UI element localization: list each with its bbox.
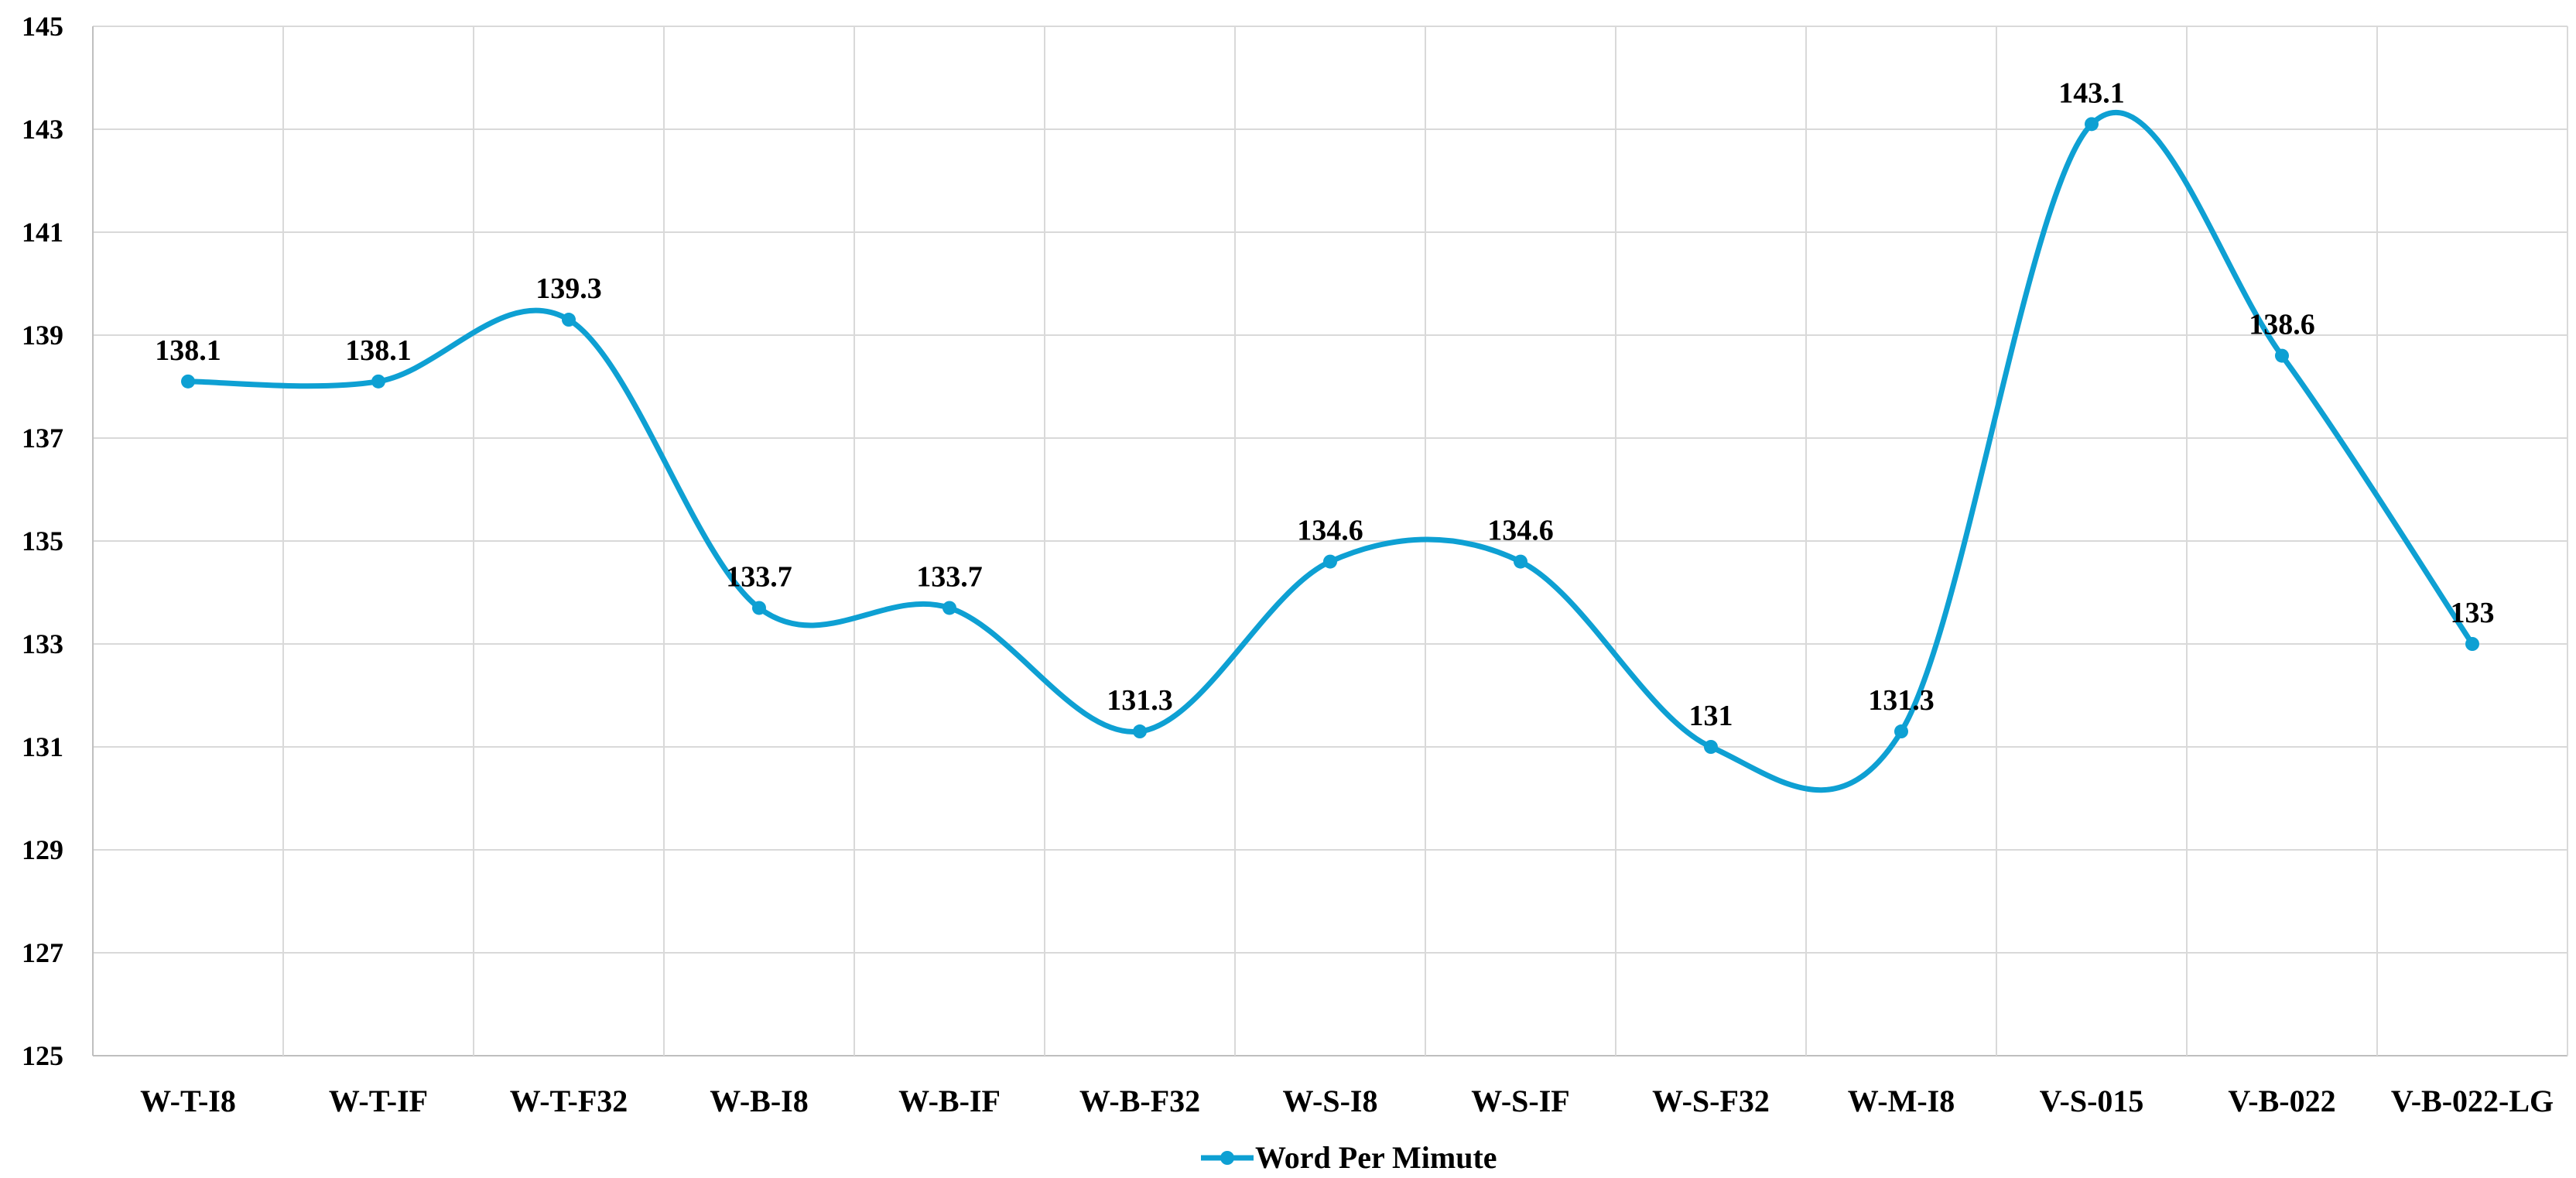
data-label: 134.6: [1487, 515, 1554, 547]
data-label: 143.1: [2058, 77, 2125, 109]
x-tick-label: V-B-022-LG: [2391, 1084, 2554, 1118]
data-point: [1133, 724, 1147, 739]
data-point: [1894, 724, 1908, 739]
y-tick-label: 145: [22, 11, 63, 42]
data-label: 134.6: [1297, 515, 1363, 547]
grid: [92, 26, 2568, 1056]
y-tick-label: 141: [22, 217, 63, 248]
data-label: 138.6: [2249, 309, 2315, 341]
data-point: [1323, 554, 1337, 569]
data-label: 133.7: [726, 560, 792, 593]
x-tick-label: W-T-I8: [140, 1084, 236, 1118]
data-point: [562, 313, 576, 327]
data-label: 138.1: [345, 334, 412, 367]
data-point: [371, 374, 385, 389]
x-tick-label: W-M-I8: [1848, 1084, 1955, 1118]
y-tick-label: 133: [22, 628, 63, 659]
y-tick-label: 127: [22, 937, 63, 968]
x-tick-label: W-T-F32: [510, 1084, 628, 1118]
data-point: [752, 601, 766, 615]
data-label: 131.3: [1107, 684, 1173, 717]
x-tick-label: V-B-022: [2228, 1084, 2335, 1118]
y-tick-label: 129: [22, 834, 63, 865]
x-tick-label: W-B-I8: [710, 1084, 808, 1118]
data-point: [181, 374, 195, 389]
data-label: 131.3: [1868, 684, 1935, 717]
x-axis-ticks: W-T-I8 W-T-IF W-T-F32 W-B-I8 W-B-IF W-B-F32 W-…: [140, 1084, 2554, 1118]
series-layer: 138.1 138.1 139.3 133.7 133.7 131.3 134.6 134.6…: [155, 77, 2495, 793]
x-tick-label: W-B-IF: [898, 1084, 1001, 1118]
series-line: [185, 109, 2475, 793]
data-point: [1704, 740, 1718, 754]
y-tick-label: 131: [22, 731, 63, 762]
legend-label: Word Per Mimute: [1255, 1140, 1497, 1175]
data-point: [942, 601, 956, 615]
data-point: [1514, 554, 1527, 569]
data-label: 133.7: [916, 560, 983, 593]
y-tick-label: 143: [22, 114, 63, 145]
x-tick-label: W-S-IF: [1471, 1084, 1569, 1118]
y-tick-label: 125: [22, 1040, 63, 1071]
x-tick-label: V-S-015: [2040, 1084, 2144, 1118]
y-tick-label: 135: [22, 526, 63, 556]
data-label: 138.1: [155, 334, 221, 367]
data-point: [2275, 348, 2289, 363]
x-tick-label: W-T-IF: [329, 1084, 428, 1118]
data-label: 133: [2451, 597, 2495, 629]
y-tick-label: 139: [22, 320, 63, 351]
data-label: 131: [1689, 700, 1733, 732]
data-point: [2465, 637, 2479, 651]
x-tick-label: W-S-F32: [1652, 1084, 1770, 1118]
y-tick-label: 137: [22, 423, 63, 454]
y-axis-ticks: 125 127 129 131 133 135 137 139 141 143 145: [22, 11, 63, 1071]
x-tick-label: W-S-I8: [1283, 1084, 1378, 1118]
x-tick-label: W-B-F32: [1079, 1084, 1200, 1118]
legend-dot-marker: [1220, 1151, 1234, 1165]
data-label: 139.3: [535, 272, 602, 305]
legend: Word Per Mimute: [1201, 1140, 1497, 1175]
data-point: [2085, 117, 2099, 132]
